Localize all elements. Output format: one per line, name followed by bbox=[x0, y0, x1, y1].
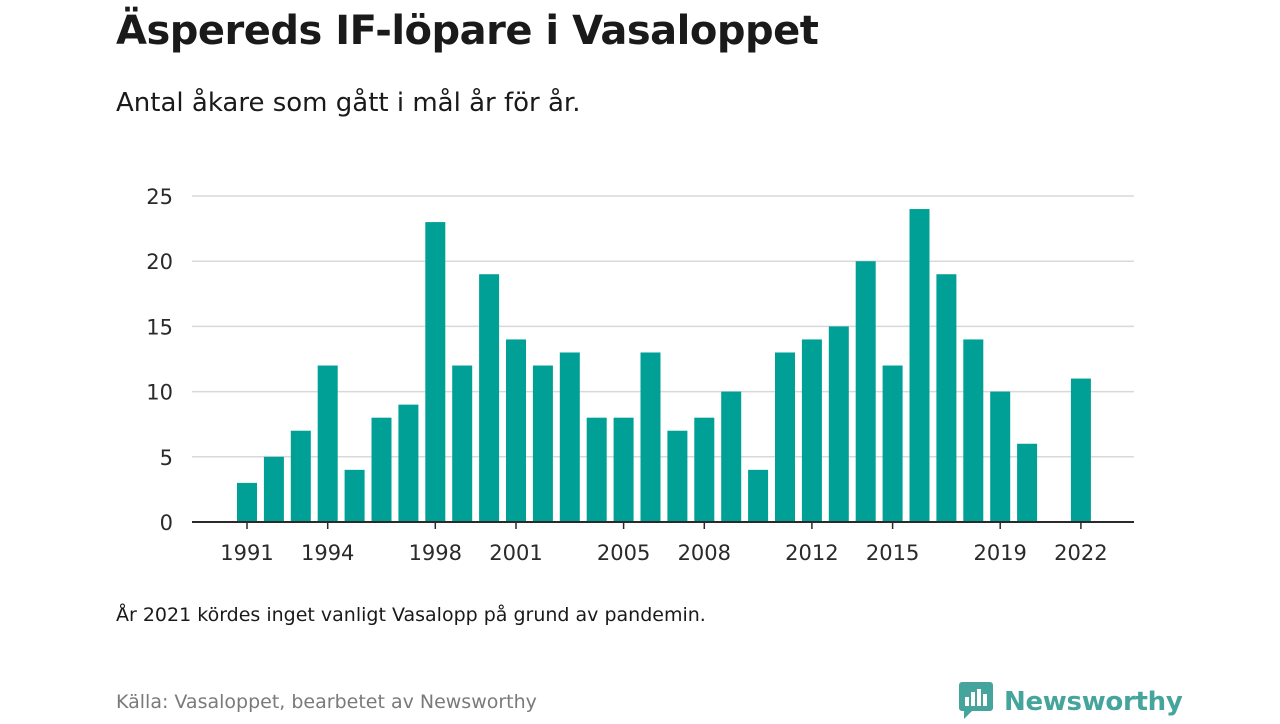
bar bbox=[801, 339, 822, 522]
bar bbox=[1017, 443, 1038, 522]
x-tick-label: 1991 bbox=[220, 541, 273, 565]
y-tick-label: 10 bbox=[146, 381, 173, 405]
bar bbox=[775, 352, 795, 522]
bar bbox=[371, 417, 392, 522]
bar bbox=[640, 352, 661, 522]
y-tick-label: 15 bbox=[146, 315, 173, 339]
bar bbox=[317, 365, 338, 522]
bar-chart: 0 5 10 15 20 25 1991 1994 1998 2001 2005 2008 2012 20… bbox=[146, 185, 1134, 565]
bar bbox=[506, 339, 526, 522]
brand-logo[interactable]: Newsworthy bbox=[958, 680, 1183, 724]
bars bbox=[237, 209, 1091, 523]
bar bbox=[237, 482, 257, 522]
y-tick-label: 20 bbox=[146, 250, 173, 274]
axes: 0 5 10 15 20 25 1991 1994 1998 2001 2005 2008 2012 20… bbox=[146, 185, 1134, 565]
bar bbox=[344, 469, 365, 522]
x-tick-label: 2022 bbox=[1054, 541, 1107, 565]
bar bbox=[694, 417, 715, 522]
y-tick-label: 5 bbox=[160, 446, 173, 470]
bar bbox=[667, 430, 688, 522]
x-tick-label: 2008 bbox=[678, 541, 731, 565]
bar bbox=[613, 417, 634, 522]
bar bbox=[828, 326, 849, 522]
bar bbox=[855, 261, 876, 522]
bar bbox=[398, 404, 419, 522]
bar bbox=[990, 391, 1011, 522]
bar bbox=[963, 339, 984, 522]
bar bbox=[748, 469, 769, 522]
x-tick-label: 2019 bbox=[973, 541, 1026, 565]
y-tick-label: 25 bbox=[146, 185, 173, 209]
bar bbox=[882, 365, 903, 522]
brand-name: Newsworthy bbox=[1004, 687, 1183, 717]
bar bbox=[1070, 378, 1091, 522]
bar bbox=[452, 365, 473, 522]
bar bbox=[425, 222, 446, 522]
bar bbox=[479, 274, 500, 522]
x-tick-label: 2001 bbox=[489, 541, 542, 565]
bar bbox=[909, 209, 930, 523]
newsworthy-logo-icon bbox=[958, 680, 994, 724]
x-tick-label: 2015 bbox=[866, 541, 919, 565]
bar bbox=[263, 456, 284, 522]
bar bbox=[559, 352, 580, 522]
bar bbox=[721, 391, 742, 522]
chart-title: Äspereds IF-löpare i Vasaloppet bbox=[116, 8, 819, 54]
x-tick-label: 1994 bbox=[301, 541, 354, 565]
bar bbox=[290, 430, 311, 522]
bar bbox=[532, 365, 553, 522]
source-credit: Källa: Vasaloppet, bearbetet av Newswort… bbox=[116, 691, 537, 713]
x-tick-label: 2005 bbox=[597, 541, 650, 565]
bar bbox=[586, 417, 607, 522]
y-tick-label: 0 bbox=[160, 511, 173, 535]
chart-subtitle: Antal åkare som gått i mål år för år. bbox=[116, 88, 581, 118]
bar bbox=[936, 274, 957, 522]
x-tick-label: 2012 bbox=[785, 541, 838, 565]
x-tick-label: 1998 bbox=[409, 541, 462, 565]
chart-note: År 2021 kördes inget vanligt Vasalopp på… bbox=[116, 604, 706, 626]
